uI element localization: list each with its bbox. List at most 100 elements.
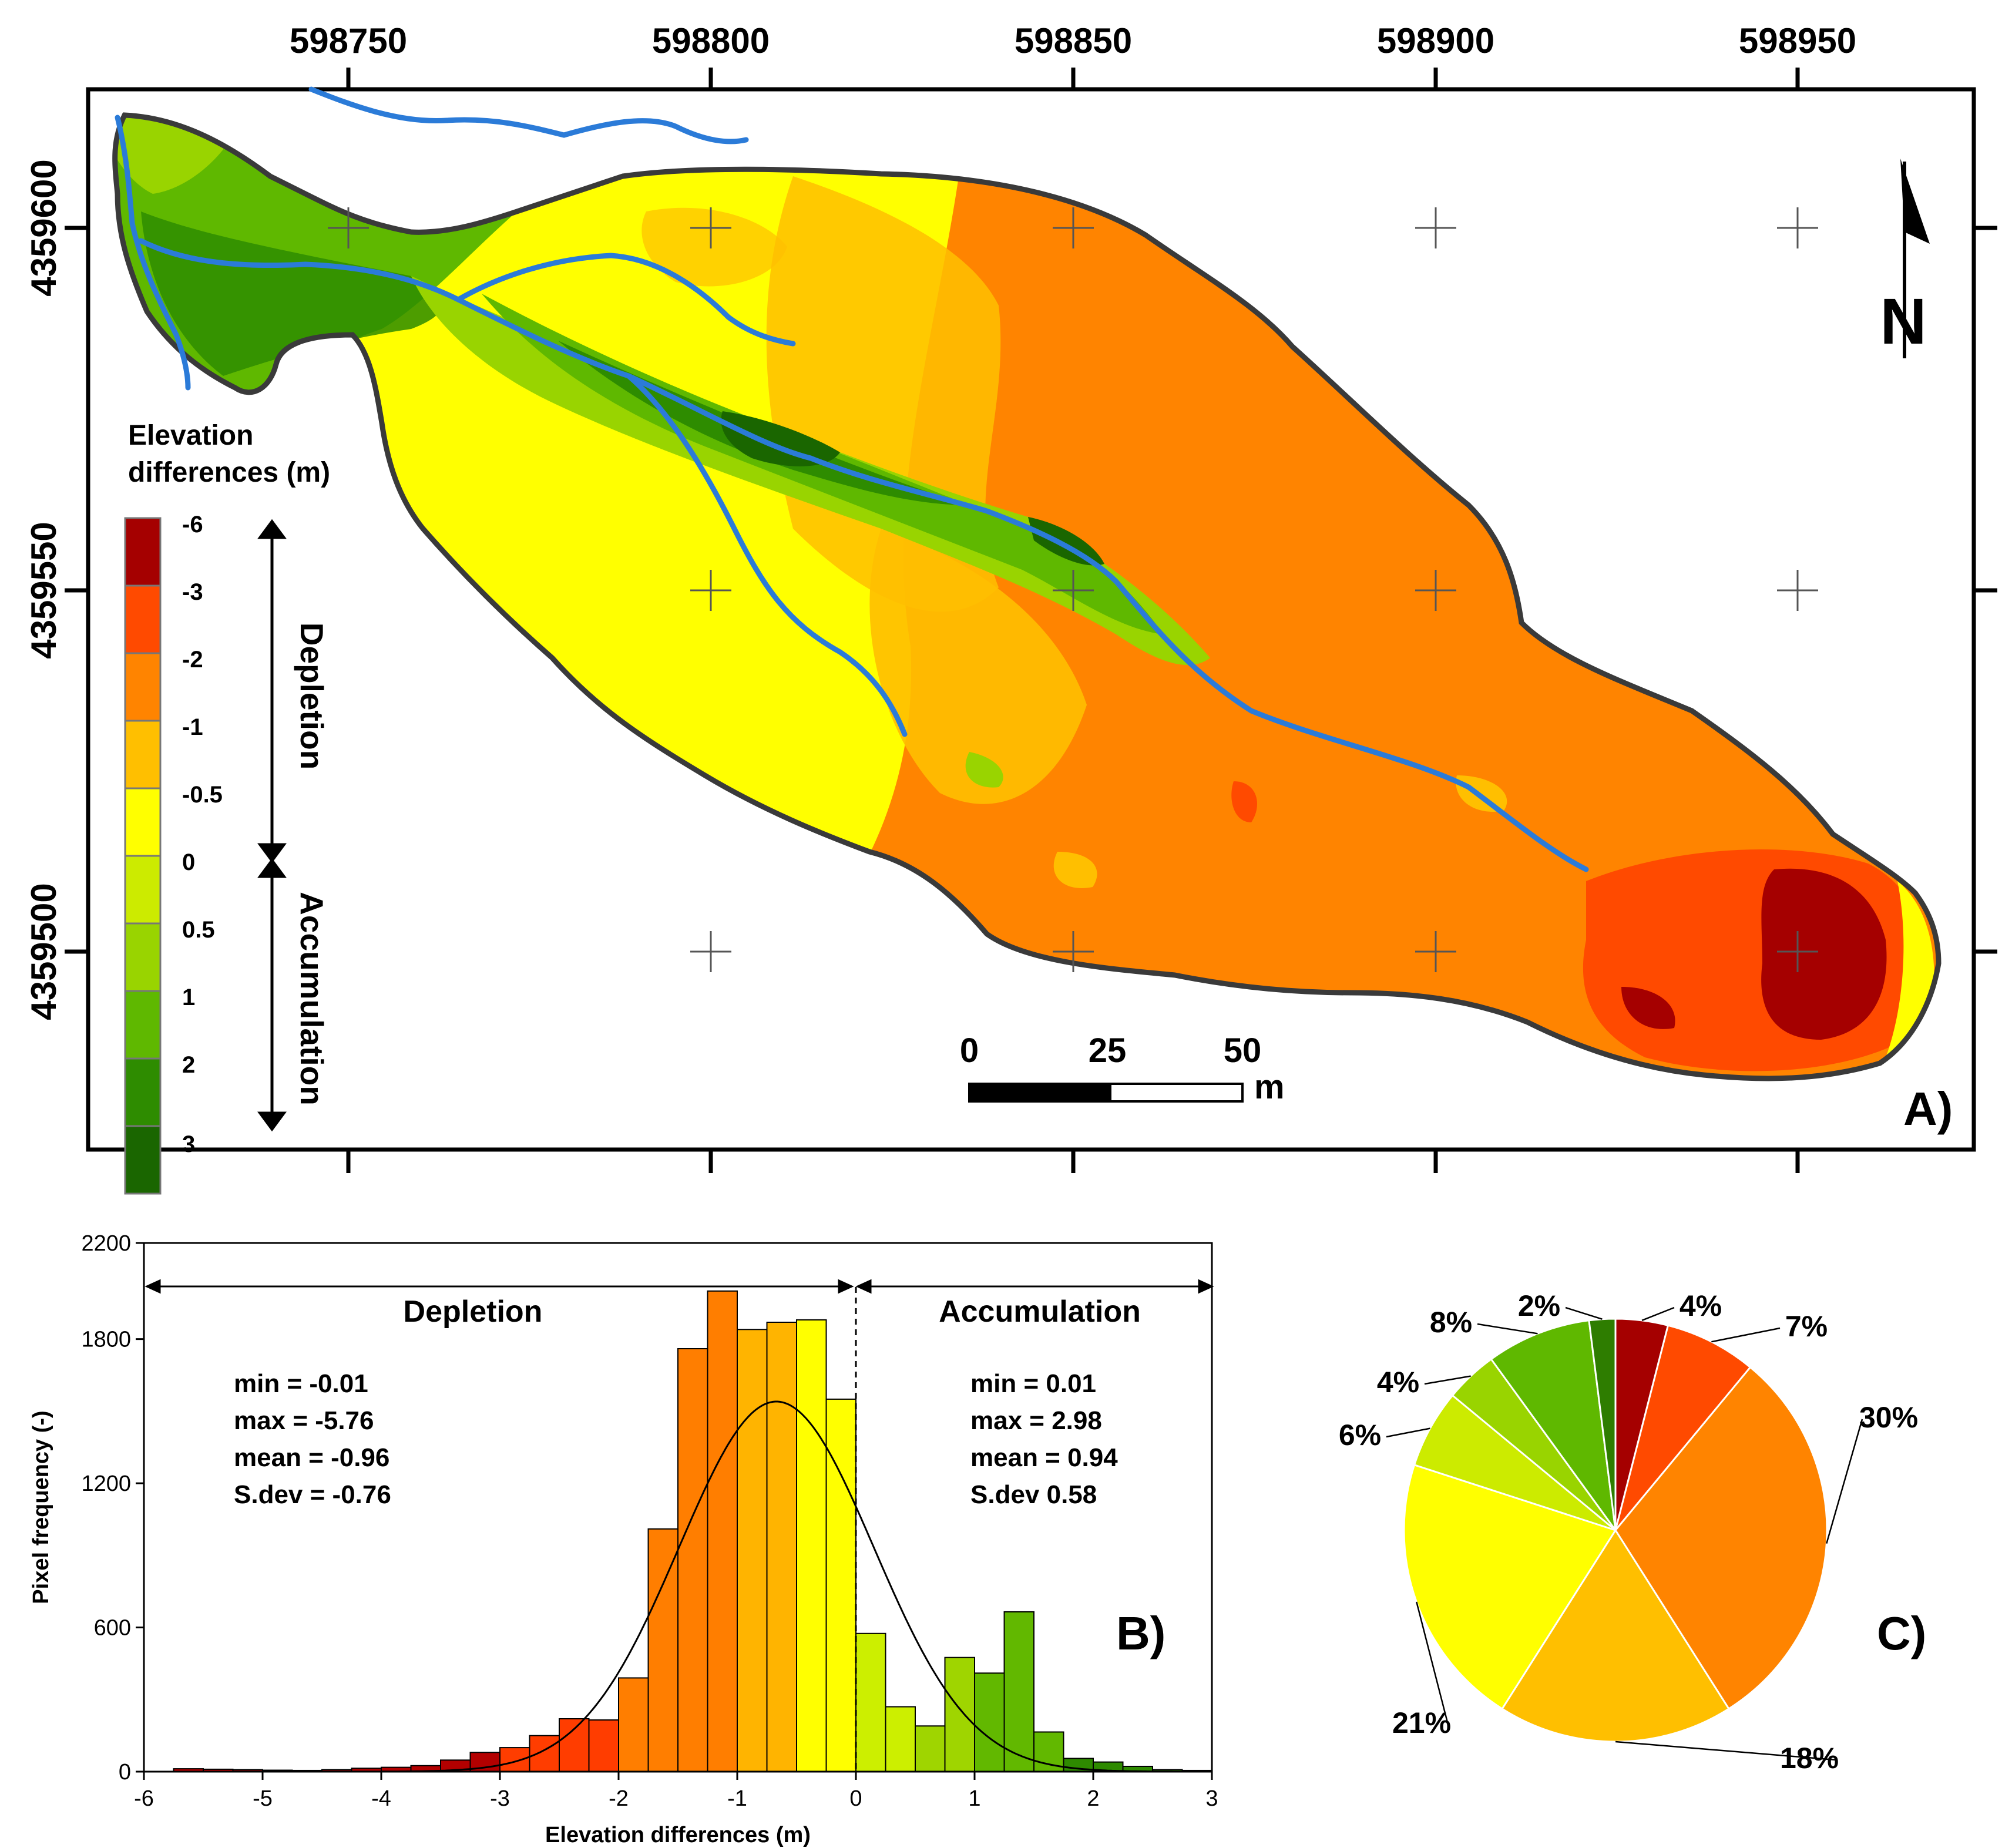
histogram-x-tick-0: -6 [134,1786,154,1811]
legend-swatch-7 [124,990,162,1060]
map-x-tick-2: 598800 [652,21,770,61]
histogram-bar-12 [529,1735,560,1773]
legend-depletion-label: Depletion [294,623,330,770]
pie-leader-8 [1565,1306,1603,1320]
panel-a-label: A) [1903,1083,1953,1135]
histogram-x-axis-label: Elevation differences (m) [545,1823,811,1847]
pie-leader-6 [1424,1375,1471,1385]
map-x-tick-5: 598950 [1739,21,1856,61]
legend-label-5: 0 [182,849,195,875]
pie-slice-8 [1588,1318,1617,1531]
histogram-bar-11 [499,1747,530,1772]
legend-label-4: -0.5 [182,782,223,808]
pie-leader-7 [1477,1323,1538,1335]
histogram-bar-16 [647,1528,678,1772]
accumulation-stats: min = 0.01 max = 2.98 mean = 0.94 S.dev … [970,1369,1118,1509]
pie-labels: 4% 7% 30% 18% 21% 6% 4% 8% 2% [1339,1289,1918,1775]
pie-leader-4 [1416,1601,1449,1725]
histogram-bar-27 [974,1672,1005,1772]
streams [115,86,1589,872]
histogram-y-tick-2: 1200 [81,1471,131,1496]
legend-label-0: -6 [182,512,203,537]
histogram-x-tick-2: -4 [371,1786,391,1811]
depletion-stat-sdev: S.dev = -0.76 [234,1480,391,1509]
north-arrow: N [1880,159,1930,358]
scale-bar: 0 25 50 m [960,1031,1285,1106]
legend-arrows [257,519,287,1132]
pie-label-3: 18% [1780,1742,1839,1775]
histogram-y-tick-0: 0 [119,1760,131,1785]
north-label: N [1880,285,1926,358]
accumulation-stat-min: min = 0.01 [970,1369,1096,1398]
pie-slice-1 [1614,1324,1752,1531]
pie-label-6: 4% [1377,1366,1419,1399]
depletion-stat-max: max = -5.76 [234,1406,374,1435]
histogram-y-tick-4: 2200 [81,1231,131,1256]
histogram-bar-20 [766,1322,797,1772]
depletion-stat-min: min = -0.01 [234,1369,368,1398]
scale-unit: m [1254,1068,1285,1106]
map-x-tick-4: 598900 [1377,21,1494,61]
map-x-tick-1: 598750 [290,21,407,61]
landslide-surface [115,115,1939,1078]
histogram-x-tick-9: 3 [1205,1786,1218,1811]
histogram-x-tick-5: -1 [727,1786,747,1811]
legend-swatch-9 [124,1125,162,1195]
legend-swatch-2 [124,652,162,722]
map-frame [86,87,1976,1152]
grid-crosses [328,207,1818,972]
accumulation-stat-sdev: S.dev 0.58 [970,1480,1097,1509]
depletion-stats: min = -0.01 max = -5.76 mean = -0.96 S.d… [234,1369,391,1509]
histogram-bar-24 [885,1706,916,1772]
pie-leader-0 [1641,1306,1675,1321]
histogram-accumulation-label: Accumulation [939,1295,1141,1329]
histogram-bar-15 [618,1677,649,1773]
histogram-bar-18 [707,1290,738,1772]
histogram-bar-21 [796,1319,827,1773]
legend-accumulation-label: Accumulation [294,892,330,1106]
legend-title-line1: Elevation [128,420,253,451]
legend-label-2: -2 [182,647,203,673]
legend-swatch-3 [124,720,162,789]
histogram-frame [143,1242,1213,1773]
legend-swatch-1 [124,584,162,654]
legend-color-classes [124,517,162,1195]
pie-label-5: 6% [1339,1419,1381,1451]
histogram-range-arrows [145,1279,1214,1294]
legend-label-9: 3 [182,1131,195,1157]
histogram-depletion-label: Depletion [404,1295,543,1329]
pie-slice-5 [1413,1394,1616,1531]
pie-label-4: 21% [1392,1706,1451,1739]
pie-slice-2 [1614,1366,1828,1711]
panel-c-label: C) [1877,1607,1926,1659]
pie-leader-2 [1826,1419,1863,1544]
pie-label-8: 2% [1518,1289,1560,1322]
legend-swatch-6 [124,922,162,992]
legend-swatch-0 [124,517,162,587]
map-legend: Elevation differences (m) -6 -3 -2 -1 -0.5 0 0… [124,420,330,1195]
legend-label-7: 1 [182,985,195,1010]
map-panel: 598750 598800 598850 598900 598950 43596… [24,21,1997,1195]
pie-leader-5 [1386,1427,1430,1438]
histogram-ticks: -6 -5 -4 -3 -2 -1 0 1 2 3 0 600 1200 1800 2200 [81,1231,1218,1811]
histogram-x-tick-3: -3 [490,1786,510,1811]
depletion-stat-mean: mean = -0.96 [234,1443,389,1472]
histogram-bar-14 [588,1719,619,1772]
histogram-y-tick-3: 1800 [81,1328,131,1352]
histogram-x-tick-1: -5 [253,1786,273,1811]
map-x-tick-3: 598850 [1015,21,1132,61]
histogram-y-tick-1: 600 [94,1616,131,1641]
histogram-bar-25 [915,1725,946,1772]
histogram-x-tick-4: -2 [609,1786,629,1811]
histogram-x-tick-8: 2 [1087,1786,1099,1811]
map-tick-marks [65,68,1997,1173]
landslide-outline [112,112,1942,1081]
histogram-x-tick-6: 0 [849,1786,862,1811]
histogram-bar-19 [737,1329,768,1772]
accumulation-stat-max: max = 2.98 [970,1406,1102,1435]
legend-swatch-8 [124,1057,162,1127]
legend-swatch-5 [124,855,162,925]
accumulation-stat-mean: mean = 0.94 [970,1443,1118,1472]
pie-leader-3 [1615,1741,1836,1761]
pie-label-0: 4% [1680,1289,1722,1322]
